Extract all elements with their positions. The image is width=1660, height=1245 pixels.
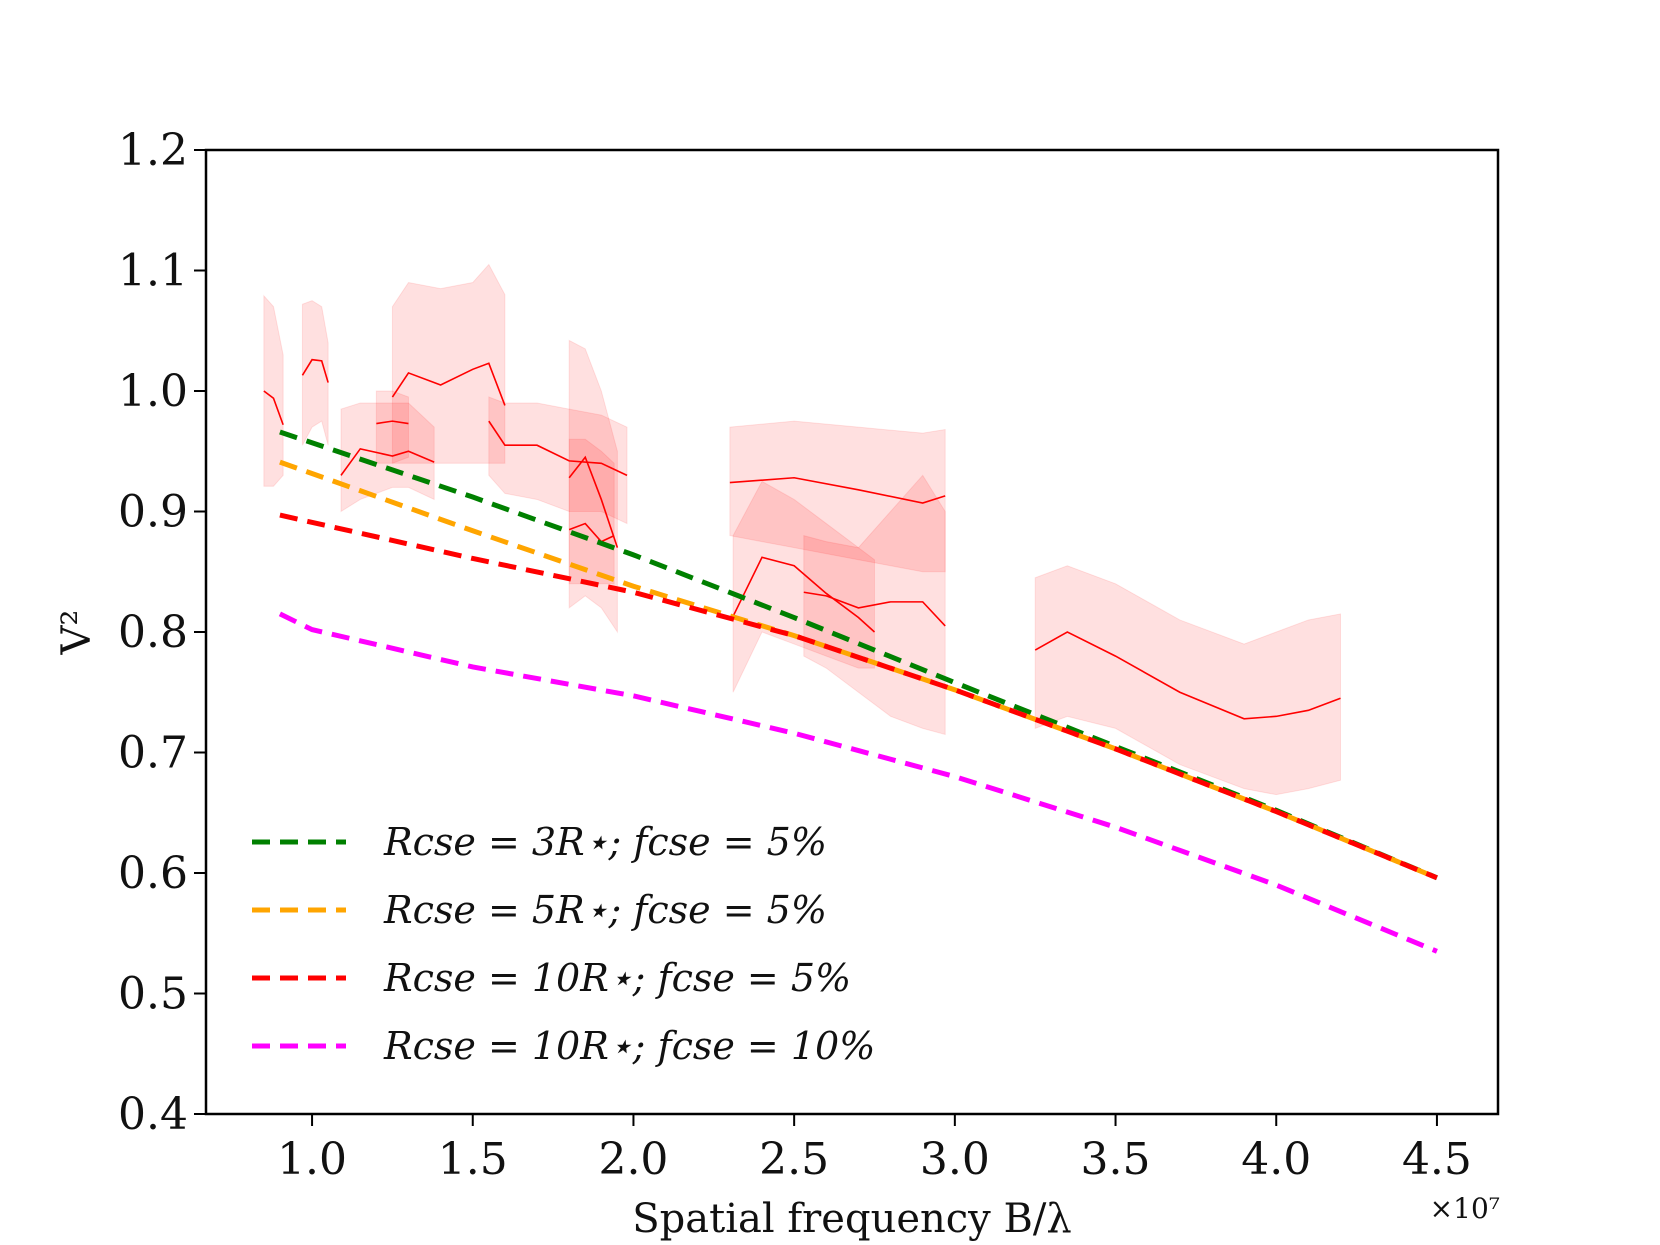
obs-band-1 <box>263 294 284 487</box>
obs-band-6 <box>488 396 628 525</box>
obs-band-2 <box>301 300 329 446</box>
legend: Rcse = 3R⋆; fcse = 5% Rcse = 5R⋆; fcse = … <box>252 820 875 1068</box>
y-tick-label: 0.4 <box>118 1089 188 1140</box>
y-tick-label: 0.5 <box>118 969 188 1020</box>
observation-lines <box>263 358 1341 720</box>
y-tick-label: 1.0 <box>118 366 188 417</box>
obs-line-10 <box>732 556 876 633</box>
x-tick-label: 2.0 <box>598 1134 668 1185</box>
obs-band-9 <box>729 420 946 573</box>
x-tick-label: 1.0 <box>277 1134 347 1185</box>
y-axis-ticks: 0.4 0.5 0.6 0.7 0.8 0.9 1.0 1.1 1.2 <box>118 125 206 1140</box>
legend-label-1: Rcse = 3R⋆; fcse = 5% <box>383 820 827 864</box>
y-axis-label: V² <box>54 610 100 656</box>
observation-bands <box>263 263 1342 796</box>
y-tick-label: 1.1 <box>118 246 188 297</box>
obs-line-7 <box>568 455 619 548</box>
y-tick-label: 0.7 <box>118 728 188 779</box>
obs-line-9 <box>729 476 946 504</box>
obs-band-7 <box>568 339 618 634</box>
x-tick-label: 3.5 <box>1081 1134 1151 1185</box>
y-tick-label: 0.9 <box>118 487 188 538</box>
obs-line-3 <box>340 447 435 476</box>
x-axis-label: Spatial frequency B/λ <box>632 1196 1071 1242</box>
obs-band-12 <box>1034 565 1342 796</box>
legend-label-4: Rcse = 10R⋆; fcse = 10% <box>383 1024 875 1068</box>
obs-band-5 <box>391 263 506 464</box>
x-tick-label: 1.5 <box>438 1134 508 1185</box>
x-axis-offset-label: ×10⁷ <box>1430 1192 1500 1225</box>
obs-line-11 <box>803 591 946 627</box>
x-tick-label: 3.0 <box>920 1134 990 1185</box>
model-lines <box>278 429 1438 954</box>
x-axis-ticks: 1.0 1.5 2.0 2.5 3.0 3.5 4.0 4.5 <box>277 1114 1472 1185</box>
series-line-3 <box>279 512 1438 881</box>
obs-line-12 <box>1034 631 1341 720</box>
obs-line-8 <box>568 522 615 543</box>
y-tick-label: 1.2 <box>118 125 188 176</box>
obs-line-4 <box>376 420 409 425</box>
x-tick-label: 2.5 <box>759 1134 829 1185</box>
legend-label-3: Rcse = 10R⋆; fcse = 5% <box>383 956 851 1000</box>
series-line-2 <box>279 459 1438 881</box>
obs-band-10 <box>732 480 875 693</box>
y-tick-label: 0.6 <box>118 848 188 899</box>
x-tick-label: 4.0 <box>1241 1134 1311 1185</box>
legend-label-2: Rcse = 5R⋆; fcse = 5% <box>383 888 827 932</box>
obs-band-3 <box>340 402 435 513</box>
obs-line-5 <box>391 362 506 406</box>
series-line-4 <box>278 611 1438 954</box>
obs-band-8 <box>568 438 615 585</box>
obs-line-6 <box>488 420 628 477</box>
obs-line-2 <box>301 358 329 383</box>
y-tick-label: 0.8 <box>118 607 188 658</box>
obs-line-1 <box>263 390 284 426</box>
x-tick-label: 4.5 <box>1402 1134 1472 1185</box>
